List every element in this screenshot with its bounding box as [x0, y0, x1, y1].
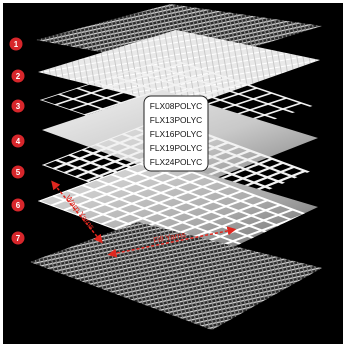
product-code-1: FLX08POLYC: [150, 101, 202, 111]
svg-text:2: 2: [16, 72, 21, 81]
svg-text:7: 7: [16, 234, 21, 243]
layer-7-fabric: [30, 222, 322, 330]
svg-text:6: 6: [16, 201, 21, 210]
layer-badge-3: 3: [11, 99, 25, 113]
svg-text:5: 5: [16, 168, 21, 177]
layer-badge-7: 7: [11, 231, 25, 245]
product-code-box: FLX08POLYC FLX13POLYC FLX16POLYC FLX19PO…: [143, 95, 209, 172]
layer-badge-1: 1: [9, 37, 23, 51]
layer-badge-5: 5: [11, 165, 25, 179]
product-code-4: FLX19POLYC: [150, 143, 202, 153]
svg-text:1: 1: [14, 40, 19, 49]
layer-2-weave: [38, 30, 320, 108]
layer-badge-2: 2: [11, 69, 25, 83]
layer-badge-6: 6: [11, 198, 25, 212]
svg-text:4: 4: [16, 137, 21, 146]
svg-text:3: 3: [16, 102, 21, 111]
fill-yarns-arrow: Fill Yarns: [107, 226, 237, 258]
product-code-2: FLX13POLYC: [150, 115, 202, 125]
product-code-3: FLX16POLYC: [150, 129, 202, 139]
product-code-5: FLX24POLYC: [150, 157, 202, 167]
layer-badge-4: 4: [11, 134, 25, 148]
